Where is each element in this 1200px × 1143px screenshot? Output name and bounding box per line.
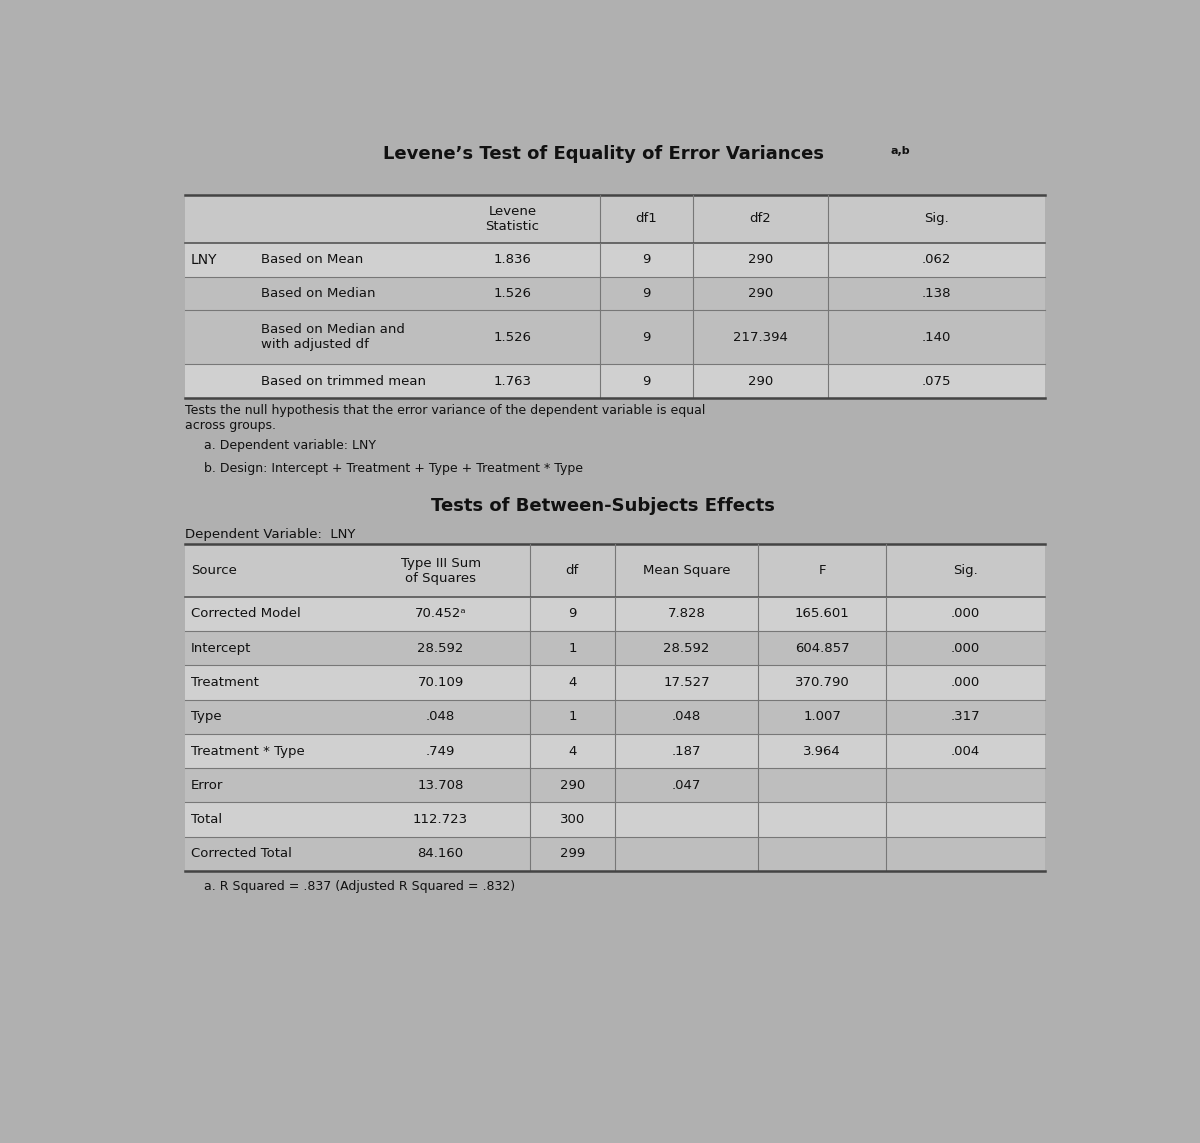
- Text: Tests of Between-Subjects Effects: Tests of Between-Subjects Effects: [432, 497, 775, 514]
- Bar: [185, 195, 1045, 242]
- Text: 7.828: 7.828: [667, 607, 706, 621]
- Text: .000: .000: [952, 641, 980, 655]
- Bar: [185, 365, 1045, 398]
- Text: Levene
Statistic: Levene Statistic: [485, 205, 539, 233]
- Text: Treatment * Type: Treatment * Type: [191, 744, 305, 758]
- Text: 604.857: 604.857: [796, 641, 850, 655]
- Text: Based on Mean: Based on Mean: [260, 253, 364, 266]
- Text: a,b: a,b: [890, 146, 910, 157]
- Text: 1.526: 1.526: [493, 287, 532, 299]
- Text: Source: Source: [191, 565, 236, 577]
- Text: 28.592: 28.592: [664, 641, 710, 655]
- Text: 84.160: 84.160: [418, 847, 463, 861]
- Text: 299: 299: [559, 847, 586, 861]
- Text: F: F: [818, 565, 826, 577]
- Text: Corrected Total: Corrected Total: [191, 847, 292, 861]
- Text: LNY: LNY: [191, 253, 217, 266]
- Bar: [185, 700, 1045, 734]
- Text: df: df: [565, 565, 580, 577]
- Bar: [185, 544, 1045, 597]
- Text: 9: 9: [642, 330, 650, 344]
- Text: Mean Square: Mean Square: [643, 565, 731, 577]
- Bar: [185, 277, 1045, 311]
- Text: 70.452ᵃ: 70.452ᵃ: [415, 607, 467, 621]
- Text: 217.394: 217.394: [733, 330, 787, 344]
- Text: 4: 4: [568, 676, 576, 689]
- Bar: [185, 631, 1045, 665]
- Text: Error: Error: [191, 778, 223, 792]
- Bar: [185, 242, 1045, 277]
- Text: 290: 290: [748, 253, 773, 266]
- Text: .140: .140: [922, 330, 952, 344]
- Bar: [185, 802, 1045, 837]
- Bar: [185, 665, 1045, 700]
- Text: 9: 9: [642, 287, 650, 299]
- Bar: [185, 837, 1045, 871]
- Text: .075: .075: [922, 375, 952, 387]
- Text: .062: .062: [922, 253, 952, 266]
- Text: Total: Total: [191, 813, 222, 826]
- Text: 290: 290: [748, 287, 773, 299]
- Text: 1.836: 1.836: [493, 253, 532, 266]
- Text: Tests the null hypothesis that the error variance of the dependent variable is e: Tests the null hypothesis that the error…: [185, 405, 706, 432]
- Text: a. R Squared = .837 (Adjusted R Squared = .832): a. R Squared = .837 (Adjusted R Squared …: [204, 880, 515, 893]
- Text: 1.526: 1.526: [493, 330, 532, 344]
- Text: 1.007: 1.007: [803, 710, 841, 724]
- Text: Treatment: Treatment: [191, 676, 259, 689]
- Text: .000: .000: [952, 607, 980, 621]
- Text: 13.708: 13.708: [418, 778, 464, 792]
- Text: 1.763: 1.763: [493, 375, 532, 387]
- Text: Based on Median and
with adjusted df: Based on Median and with adjusted df: [260, 323, 404, 351]
- Text: Type III Sum
of Squares: Type III Sum of Squares: [401, 557, 481, 585]
- Text: 165.601: 165.601: [794, 607, 850, 621]
- Text: Based on Median: Based on Median: [260, 287, 376, 299]
- Text: 290: 290: [748, 375, 773, 387]
- Text: .317: .317: [950, 710, 980, 724]
- Text: 3.964: 3.964: [804, 744, 841, 758]
- Text: .138: .138: [922, 287, 952, 299]
- Text: .004: .004: [952, 744, 980, 758]
- Text: 70.109: 70.109: [418, 676, 463, 689]
- Text: Corrected Model: Corrected Model: [191, 607, 301, 621]
- Text: 17.527: 17.527: [664, 676, 710, 689]
- Text: Sig.: Sig.: [924, 213, 949, 225]
- Text: 370.790: 370.790: [794, 676, 850, 689]
- Bar: [185, 597, 1045, 631]
- Text: .048: .048: [426, 710, 455, 724]
- Text: 290: 290: [559, 778, 586, 792]
- Bar: [185, 311, 1045, 365]
- Text: a. Dependent variable: LNY: a. Dependent variable: LNY: [204, 439, 377, 451]
- Text: Intercept: Intercept: [191, 641, 252, 655]
- Bar: [185, 734, 1045, 768]
- Text: 9: 9: [642, 375, 650, 387]
- Text: 28.592: 28.592: [418, 641, 464, 655]
- Text: 1: 1: [568, 641, 577, 655]
- Text: Sig.: Sig.: [953, 565, 978, 577]
- Text: .047: .047: [672, 778, 701, 792]
- Text: b. Design: Intercept + Treatment + Type + Treatment * Type: b. Design: Intercept + Treatment + Type …: [204, 462, 583, 475]
- Text: Based on trimmed mean: Based on trimmed mean: [260, 375, 426, 387]
- Bar: [185, 768, 1045, 802]
- Text: .749: .749: [426, 744, 455, 758]
- Text: 9: 9: [642, 253, 650, 266]
- Text: Levene’s Test of Equality of Error Variances: Levene’s Test of Equality of Error Varia…: [383, 144, 824, 162]
- Text: Dependent Variable:  LNY: Dependent Variable: LNY: [185, 528, 355, 541]
- Text: .187: .187: [672, 744, 702, 758]
- Text: 112.723: 112.723: [413, 813, 468, 826]
- Text: .000: .000: [952, 676, 980, 689]
- Text: 9: 9: [568, 607, 576, 621]
- Text: df2: df2: [750, 213, 772, 225]
- Text: Type: Type: [191, 710, 222, 724]
- Text: 4: 4: [568, 744, 576, 758]
- Text: .048: .048: [672, 710, 701, 724]
- Text: 1: 1: [568, 710, 577, 724]
- Text: 300: 300: [559, 813, 586, 826]
- Text: df1: df1: [635, 213, 656, 225]
